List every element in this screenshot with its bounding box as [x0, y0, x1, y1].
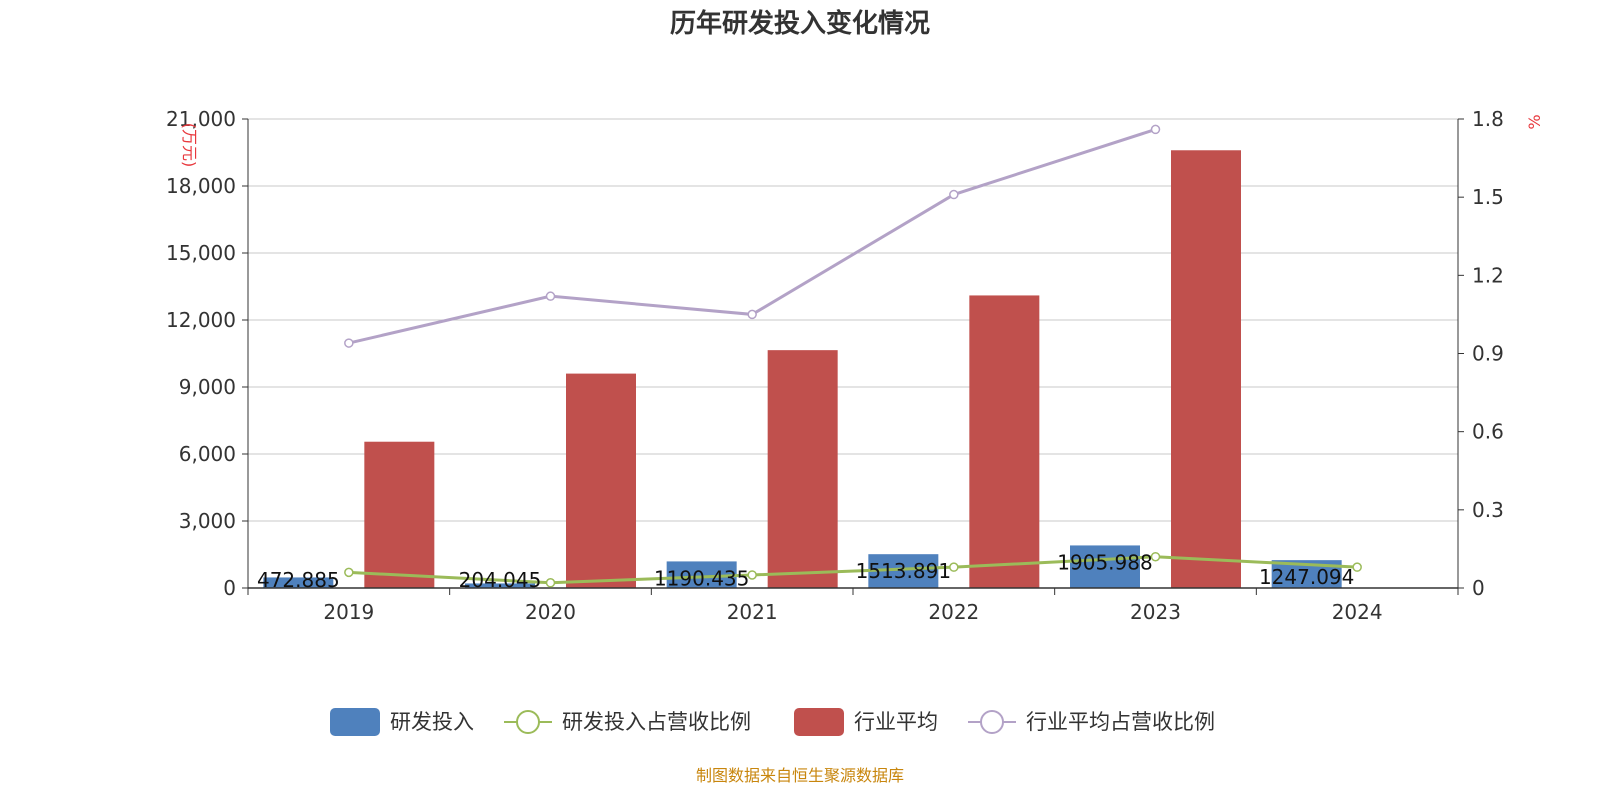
legend-item[interactable]: 行业平均	[794, 708, 938, 736]
bar-rd	[465, 583, 535, 588]
y-right-tick-label: 1.8	[1472, 107, 1504, 131]
y-left-tick-label: 6,000	[179, 442, 236, 466]
bar-value-label: 204.045	[459, 568, 542, 592]
line-point	[545, 291, 556, 301]
y-right-tick-label: 1.5	[1472, 185, 1504, 209]
legend-item[interactable]: 研发投入占营收比例	[504, 710, 751, 734]
line-point	[949, 189, 959, 200]
line-point	[344, 338, 354, 348]
x-tick-label: 2020	[525, 600, 576, 624]
x-tick-label: 2023	[1130, 600, 1181, 624]
bar-industry	[1171, 150, 1241, 588]
y-left-tick-label: 18,000	[166, 174, 236, 198]
bar-industry	[969, 295, 1040, 588]
x-tick-label: 2019	[323, 600, 374, 624]
line-point	[344, 567, 354, 578]
x-tick-label: 2021	[727, 600, 778, 624]
y-right-tick-label: 1.2	[1472, 263, 1504, 287]
bar-value-label: 1513.891	[856, 559, 951, 583]
y-right-tick-label: 0.9	[1472, 342, 1504, 366]
chart-title: 历年研发投入变化情况	[670, 8, 930, 39]
line-point	[747, 309, 757, 320]
bar-value-label: 1905.988	[1057, 550, 1152, 574]
source-note: 制图数据来自恒生聚源数据库	[696, 766, 904, 785]
line-point	[545, 578, 556, 588]
bar-industry	[364, 441, 435, 588]
legend[interactable]: 研发投入 研发投入占营收比例 行业平均 行业平均占营收比例	[330, 708, 1215, 736]
bars	[263, 150, 1342, 588]
y-right-tick-label: 0	[1472, 576, 1485, 600]
y-left-tick-label: 15,000	[166, 241, 236, 265]
y-right-unit: %	[1525, 114, 1544, 129]
bar-value-label: 1247.094	[1259, 565, 1354, 589]
legend-marker	[516, 710, 540, 734]
line-series	[348, 555, 1358, 585]
lines	[344, 124, 1362, 588]
bar-value-label: 472.885	[257, 568, 340, 592]
line-point	[949, 562, 959, 572]
legend-item[interactable]: 研发投入	[330, 708, 474, 736]
bar-industry	[767, 350, 838, 588]
line-point	[1352, 562, 1362, 572]
y-left-tick-label: 0	[223, 576, 236, 600]
x-tick-label: 2022	[928, 600, 979, 624]
axes: 0 3,000 6,000 9,000 12,000 15,000 18,000 21,000…	[166, 107, 1544, 624]
legend-swatch	[794, 708, 844, 736]
bar-industry	[566, 373, 636, 588]
y-right-tick-label: 0.3	[1472, 498, 1504, 522]
bar-value-labels: 472.885 204.045 1190.435 1513.891 1905.988 12…	[257, 550, 1354, 592]
y-right-tick-label: 0.6	[1472, 420, 1504, 444]
legend-label: 研发投入占营收比例	[562, 710, 751, 734]
bar-rd	[1070, 545, 1140, 588]
legend-item[interactable]: 行业平均占营收比例	[968, 710, 1215, 734]
legend-label: 研发投入	[390, 710, 474, 734]
y-left-tick-label: 12,000	[166, 308, 236, 332]
line-point	[1150, 551, 1161, 562]
y-left-unit: (万元)	[180, 123, 199, 168]
bar-rd	[263, 577, 334, 588]
y-left-tick-label: 3,000	[179, 509, 236, 533]
y-left-tick-label: 21,000	[166, 107, 236, 131]
y-left-tick-label: 9,000	[179, 375, 236, 399]
line-point	[747, 570, 757, 580]
legend-swatch	[330, 708, 380, 736]
line-point	[1150, 124, 1161, 135]
legend-label: 行业平均	[854, 710, 938, 734]
legend-marker	[980, 710, 1004, 734]
x-tick-label: 2024	[1332, 600, 1383, 624]
legend-label: 行业平均占营收比例	[1026, 710, 1215, 734]
bar-value-label: 1190.435	[654, 566, 749, 590]
